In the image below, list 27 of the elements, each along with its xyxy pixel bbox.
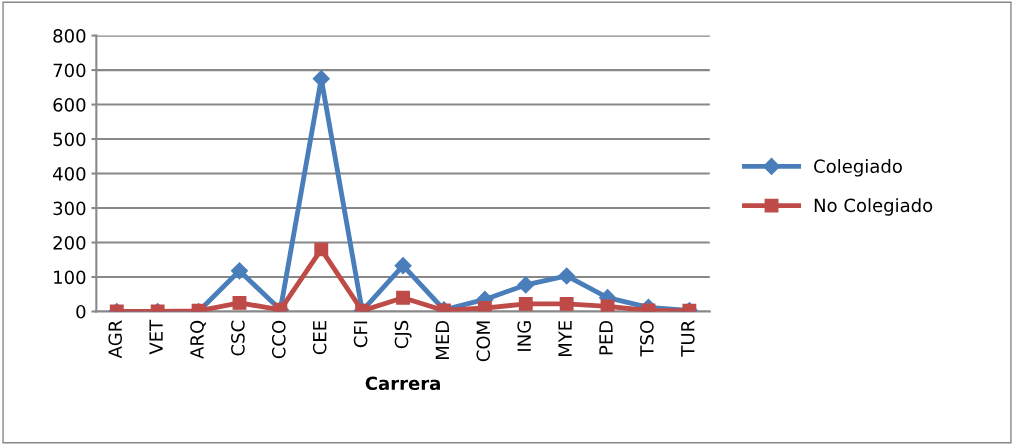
legend-label: Colegiado (814, 159, 902, 177)
x-tick-label: CEE (312, 320, 327, 355)
x-tick-label: ING (517, 321, 531, 351)
y-tick-label: 100 (54, 270, 86, 285)
y-tick-label: 300 (53, 201, 86, 216)
x-tick-label: COM (476, 321, 491, 362)
y-tick-label: 600 (53, 98, 86, 112)
y-tick-label: 800 (53, 29, 86, 43)
y-tick-label: 700 (53, 63, 86, 78)
legend-label: No Colegiado (814, 198, 933, 216)
x-tick-label: VET (149, 319, 163, 355)
x-tick-label: CCO (271, 320, 286, 359)
x-tick-label: PED (599, 320, 613, 355)
x-tick-label: MED (435, 320, 449, 359)
x-tick-label: CJS (394, 320, 412, 349)
x-tick-label: CSC (231, 320, 245, 356)
x-axis-title: Carrera (365, 376, 440, 391)
x-tick-label: TSO (640, 320, 654, 357)
x-tick-label: AGR (108, 320, 123, 359)
x-tick-label: ARQ (190, 320, 206, 359)
y-tick-label: 0 (76, 304, 86, 319)
x-tick-label: CFI (353, 321, 368, 348)
y-tick-label: 500 (53, 132, 86, 147)
y-tick-label: 200 (53, 235, 86, 250)
x-tick-label: TUR (681, 320, 695, 357)
x-tick-label: MYE (558, 320, 572, 357)
y-tick-label: 400 (53, 167, 86, 181)
